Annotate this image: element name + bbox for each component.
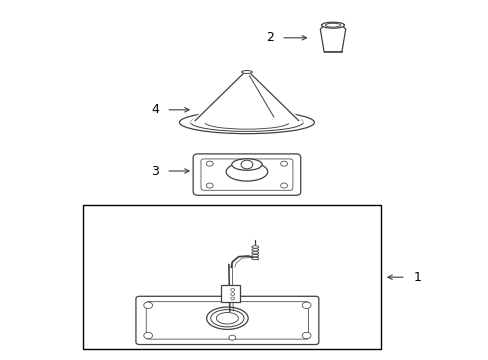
Polygon shape <box>190 72 303 122</box>
Text: 3: 3 <box>151 165 159 177</box>
Ellipse shape <box>190 113 303 131</box>
FancyBboxPatch shape <box>193 154 300 195</box>
Ellipse shape <box>251 254 258 257</box>
Ellipse shape <box>241 71 252 73</box>
Ellipse shape <box>321 22 344 28</box>
Ellipse shape <box>206 307 248 329</box>
Bar <box>220 285 240 302</box>
Circle shape <box>302 332 310 339</box>
Circle shape <box>143 302 152 309</box>
Circle shape <box>241 160 252 169</box>
Bar <box>83 205 381 349</box>
Circle shape <box>143 332 152 339</box>
Ellipse shape <box>210 310 244 327</box>
Ellipse shape <box>179 111 314 134</box>
Circle shape <box>280 161 287 166</box>
Circle shape <box>302 302 310 309</box>
Ellipse shape <box>216 312 238 324</box>
Ellipse shape <box>251 257 258 260</box>
Ellipse shape <box>251 251 258 254</box>
FancyBboxPatch shape <box>146 302 308 339</box>
Circle shape <box>230 297 234 300</box>
Ellipse shape <box>325 23 340 27</box>
Ellipse shape <box>231 159 262 170</box>
Circle shape <box>228 335 235 340</box>
FancyBboxPatch shape <box>201 159 292 190</box>
Circle shape <box>230 288 234 291</box>
Text: 4: 4 <box>151 103 159 116</box>
Circle shape <box>206 161 213 166</box>
Text: 1: 1 <box>412 271 420 284</box>
Ellipse shape <box>251 246 258 248</box>
Circle shape <box>280 183 287 188</box>
Text: 2: 2 <box>265 31 273 44</box>
FancyBboxPatch shape <box>136 296 318 345</box>
Circle shape <box>206 183 213 188</box>
Ellipse shape <box>251 248 258 251</box>
Ellipse shape <box>204 116 288 129</box>
Circle shape <box>230 293 234 296</box>
Polygon shape <box>320 25 345 52</box>
Ellipse shape <box>225 162 267 181</box>
